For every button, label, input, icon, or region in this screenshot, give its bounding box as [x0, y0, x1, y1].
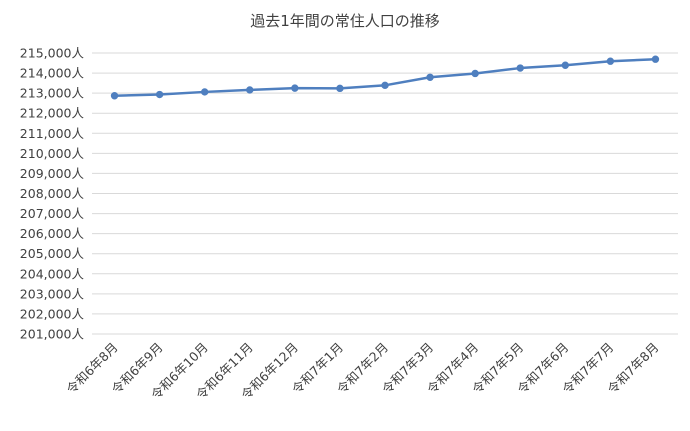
chart-title: 過去1年間の常住人口の推移 [250, 12, 440, 30]
data-point [110, 92, 119, 100]
y-tick-label: 205,000人 [20, 246, 85, 261]
y-tick-label: 206,000人 [20, 226, 85, 241]
gridlines [92, 52, 678, 335]
data-point [291, 84, 299, 92]
y-tick-label: 211,000人 [20, 126, 85, 141]
y-axis-ticks: 201,000人 202,000人 203,000人 204,000人 205,000人… [20, 46, 85, 342]
y-tick-label: 214,000人 [20, 66, 85, 81]
data-point [381, 81, 389, 90]
y-tick-label: 210,000人 [20, 146, 85, 161]
data-point [336, 84, 344, 93]
y-tick-label: 204,000人 [20, 266, 85, 281]
data-point [246, 86, 254, 94]
data-point [651, 55, 660, 63]
data-point [471, 69, 479, 78]
series-layer [110, 55, 660, 100]
data-point [561, 61, 570, 69]
y-tick-label: 212,000人 [20, 106, 85, 121]
y-tick-label: 201,000人 [20, 327, 85, 342]
data-point [200, 88, 209, 96]
y-tick-label: 215,000人 [20, 46, 85, 61]
data-point [606, 57, 615, 65]
x-axis-ticks: 令和6年8月令和6年9月令和6年10月令和6年11月令和6年12月令和7年1月令… [63, 340, 661, 403]
y-tick-label: 208,000人 [20, 186, 85, 201]
y-tick-label: 213,000人 [20, 86, 85, 101]
series-line [113, 57, 657, 98]
y-tick-label: 209,000人 [20, 166, 85, 181]
y-tick-label: 202,000人 [20, 306, 85, 321]
y-tick-label: 207,000人 [20, 206, 85, 221]
data-point [155, 90, 164, 99]
data-point [426, 73, 434, 81]
y-tick-label: 203,000人 [20, 286, 85, 301]
data-point [516, 64, 524, 72]
